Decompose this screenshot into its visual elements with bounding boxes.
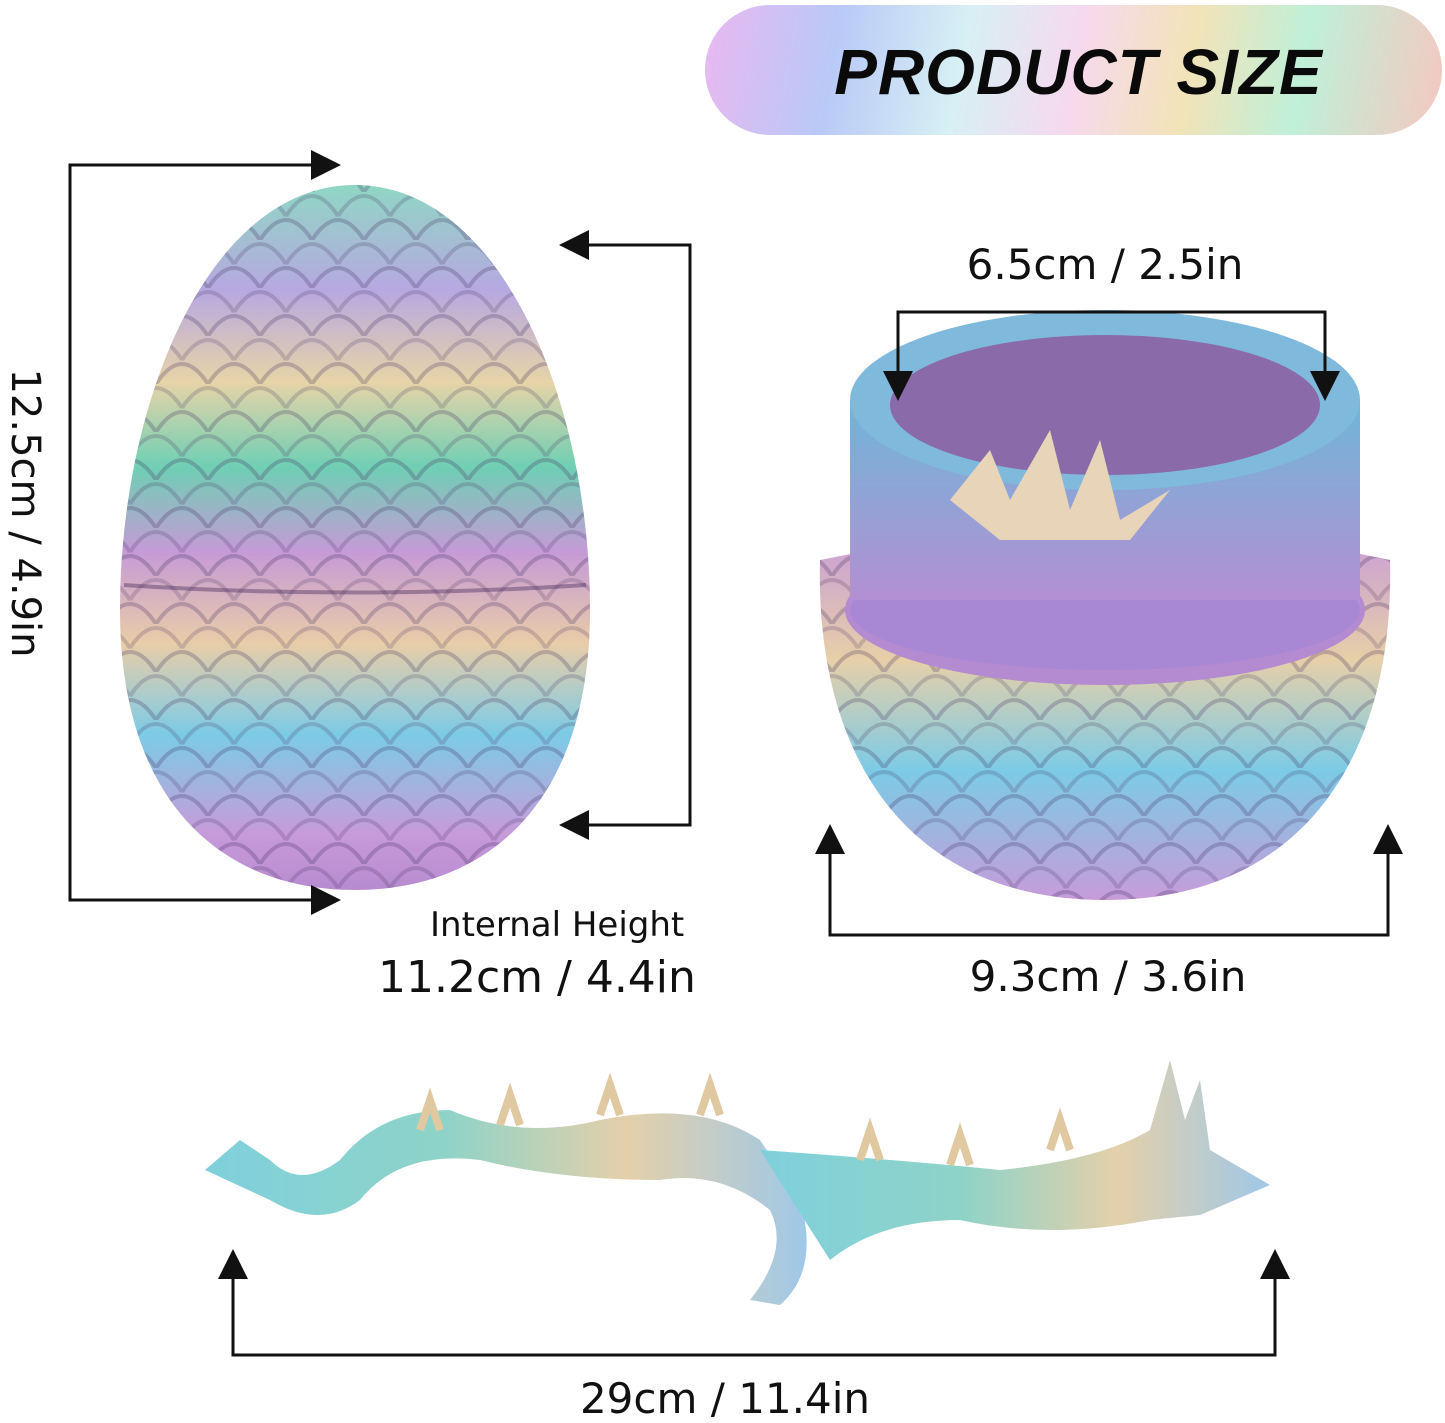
outer-diameter-label: 9.3cm / 3.6in bbox=[969, 952, 1247, 1001]
product-size-banner: PRODUCT SIZE bbox=[705, 5, 1442, 135]
internal-height-label: 11.2cm / 4.4in bbox=[378, 952, 696, 1003]
open-egg-base bbox=[819, 310, 1391, 900]
inner-diameter-label: 6.5cm / 2.5in bbox=[966, 240, 1244, 289]
dragon-length-label: 29cm / 11.4in bbox=[579, 1374, 871, 1423]
crystal-dragon bbox=[205, 1060, 1270, 1305]
closed-egg bbox=[120, 185, 590, 890]
internal-height-caption: Internal Height bbox=[430, 905, 685, 945]
egg-height-label: 12.5cm / 4.9in bbox=[2, 368, 48, 658]
banner-title: PRODUCT SIZE bbox=[834, 36, 1323, 108]
dimension-lines bbox=[68, 150, 1403, 1357]
